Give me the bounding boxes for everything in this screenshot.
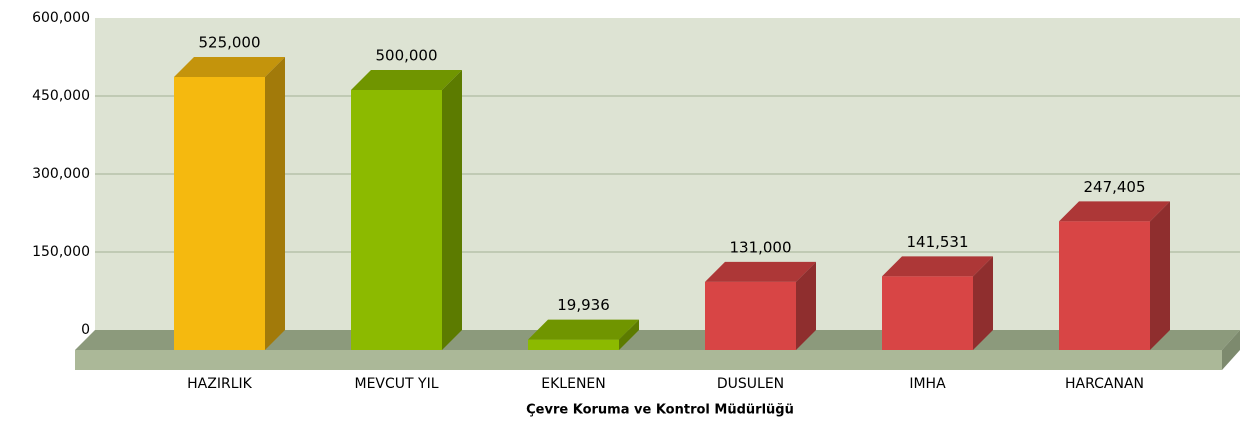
- x-tick-label: HAZIRLIK: [187, 376, 252, 392]
- bar-top: [1059, 201, 1170, 222]
- bar-side: [1150, 201, 1170, 350]
- value-label: 19,936: [557, 296, 610, 314]
- bar-side: [265, 57, 285, 350]
- bar: [705, 261, 816, 350]
- bar-front: [882, 276, 973, 350]
- bar-top: [882, 256, 993, 277]
- bar-front: [174, 77, 265, 350]
- x-tick-label: IMHA: [909, 376, 946, 392]
- bar: [1059, 201, 1170, 350]
- x-tick-label: MEVCUT YIL: [354, 376, 438, 392]
- bar-front: [705, 281, 796, 350]
- value-label: 141,531: [906, 233, 968, 251]
- bars: [174, 57, 1170, 350]
- bar-front: [1059, 221, 1150, 350]
- x-axis-title: Çevre Koruma ve Kontrol Müdürlüğü: [526, 403, 794, 418]
- y-tick-label: 450,000: [32, 88, 90, 104]
- bar: [174, 57, 285, 350]
- grid: [95, 95, 1240, 253]
- bar-front: [528, 339, 619, 350]
- bar-top: [528, 319, 639, 340]
- bar-front: [351, 90, 442, 350]
- bar-side: [973, 256, 993, 350]
- bar: [882, 256, 993, 350]
- value-label: 525,000: [198, 34, 260, 52]
- bar-side: [442, 70, 462, 350]
- bar-side: [619, 319, 639, 350]
- bar: [351, 70, 462, 350]
- x-tick-label: HARCANAN: [1065, 376, 1144, 392]
- floor-front: [75, 350, 1222, 370]
- bar: [528, 319, 639, 350]
- value-label: 247,405: [1083, 178, 1145, 196]
- bar-top: [351, 70, 462, 90]
- value-label: 131,000: [729, 238, 791, 256]
- bar-top: [174, 57, 285, 77]
- bar-top: [705, 261, 816, 282]
- y-tick-label: 150,000: [32, 244, 90, 260]
- bar-side: [796, 261, 816, 350]
- value-label: 500,000: [375, 47, 437, 65]
- y-tick-label: 600,000: [32, 10, 90, 26]
- y-tick-label: 0: [81, 322, 90, 338]
- floor-side: [1222, 330, 1240, 370]
- x-tick-label: EKLENEN: [541, 376, 605, 392]
- x-tick-label: DUSULEN: [717, 376, 784, 392]
- y-tick-label: 300,000: [32, 166, 90, 182]
